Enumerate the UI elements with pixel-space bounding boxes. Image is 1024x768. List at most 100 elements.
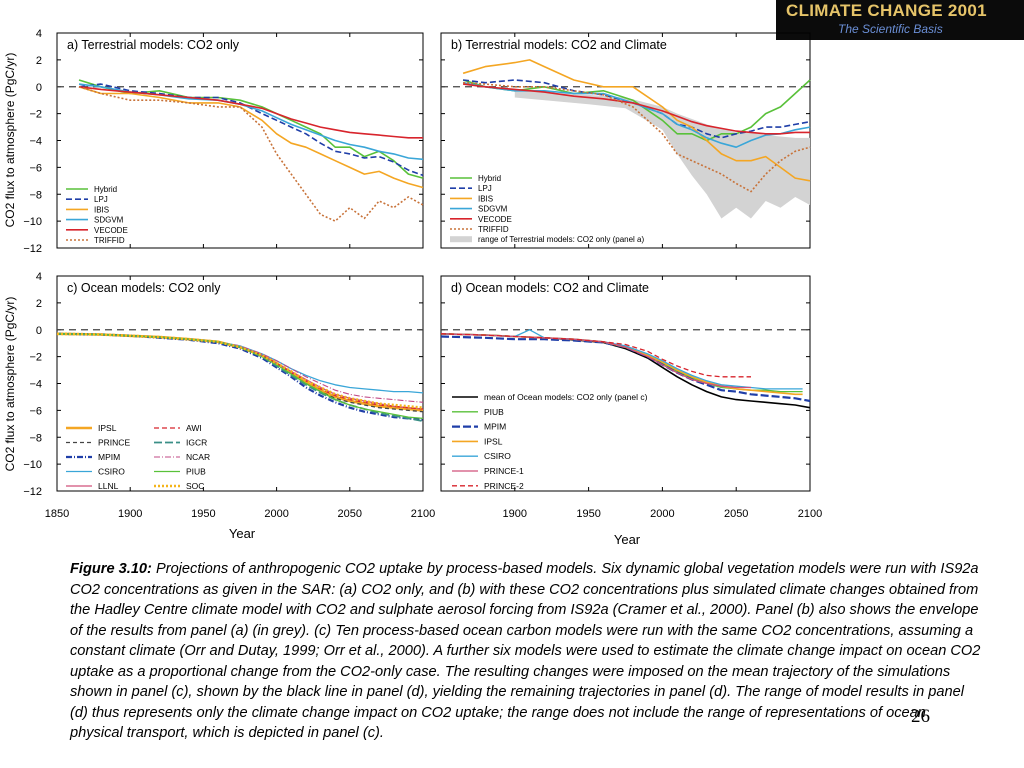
x-tick-label: 1900 (503, 508, 527, 520)
legend-label-triffid: TRIFFID (478, 225, 509, 234)
y-tick-label: −6 (29, 162, 42, 174)
x-axis-label-c: Year (229, 526, 256, 541)
caption-label: Figure 3.10: (70, 561, 152, 577)
panel-title: a) Terrestrial models: CO2 only (67, 38, 240, 52)
x-tick-label: 2050 (338, 508, 362, 520)
x-tick-label: 2050 (724, 508, 748, 520)
panel-title: b) Terrestrial models: CO2 and Climate (451, 38, 667, 52)
legend-label-piub: PIUB (186, 467, 206, 477)
series-line-triffid (463, 81, 811, 193)
series-line-lpj (463, 79, 811, 139)
y-tick-label: −8 (29, 432, 42, 444)
caption-text: Projections of anthropogenic CO2 uptake … (70, 561, 981, 741)
series-line-soc (56, 332, 424, 409)
legend-label-ibis: IBIS (478, 194, 493, 203)
x-tick-label: 1900 (118, 508, 142, 520)
legend-label-sdgvm: SDGVM (478, 205, 508, 214)
legend-label-ncar: NCAR (186, 452, 210, 462)
legend-label-awi: AWI (186, 423, 202, 433)
y-tick-label: 2 (36, 298, 42, 310)
y-tick-label: 0 (36, 82, 42, 94)
panel-title: d) Ocean models: CO2 and Climate (451, 281, 649, 295)
legend-label-vecode: VECODE (94, 226, 128, 235)
y-tick-label: −10 (23, 459, 42, 471)
series-line-sdgvm (78, 83, 424, 161)
series-line-ipsl (440, 333, 803, 396)
y-tick-label: 4 (36, 28, 42, 40)
y-tick-label: 2 (36, 55, 42, 67)
series-line-ncar (56, 333, 424, 403)
x-tick-label: 2100 (411, 508, 435, 520)
series-line-prince-2 (440, 333, 751, 378)
y-tick-label: −4 (29, 136, 42, 148)
legend-swatch-range-band (450, 236, 472, 243)
y-tick-label: −12 (23, 486, 42, 498)
series-line-ibis (78, 86, 424, 189)
legend-label-piub: PIUB (484, 407, 504, 417)
x-tick-label: 1950 (576, 508, 600, 520)
legend-label-mpim: MPIM (98, 452, 120, 462)
logo-subtitle: The Scientific Basis (838, 22, 943, 36)
x-axis-label-d: Year (614, 532, 641, 547)
series-line-vecode (463, 83, 810, 135)
y-tick-label: −2 (29, 109, 42, 121)
panel-b-terrestrial-co2-climate: b) Terrestrial models: CO2 and Climate Hy… (440, 32, 811, 249)
x-tick-label: 1950 (191, 508, 215, 520)
y-tick-label: −4 (29, 379, 42, 391)
y-tick-label: −8 (29, 189, 42, 201)
figure-3-10: 4 2 0 −2 −4 −6 −8 −10 −12 a) Terrestrial models: … (3, 28, 822, 547)
figure-caption: Figure 3.10: Projections of anthropogeni… (70, 559, 982, 744)
series-line-vecode (78, 86, 423, 139)
legend-label-prince: PRINCE (98, 438, 130, 448)
y-axis-label-bottom: CO2 flux to atmosphere (PgC/yr) (3, 297, 17, 472)
legend-label-mean-of-ocean-models-co2-only-panel-c: mean of Ocean models: CO2 only (panel c) (484, 392, 648, 402)
legend-label-vecode: VECODE (478, 215, 512, 224)
series-line-piub (56, 333, 424, 420)
series-line-csiro (56, 333, 424, 394)
legend-label-triffid: TRIFFID (94, 236, 125, 245)
series-line-piub (440, 333, 803, 393)
legend-label-ipsl: IPSL (98, 423, 117, 433)
panel-title: c) Ocean models: CO2 only (67, 281, 221, 295)
panel-d-ocean-co2-climate: 1900 1950 2000 2050 2100 d) Ocean models: CO2… (440, 275, 822, 520)
series-line-triffid (78, 86, 424, 222)
x-tick-label: 2100 (798, 508, 822, 520)
legend-label-hybrid: Hybrid (94, 185, 117, 194)
x-tick-label: 2000 (264, 508, 288, 520)
series-line-sdgvm (462, 81, 811, 148)
series-line-hybrid (78, 79, 424, 179)
y-tick-label: −2 (29, 352, 42, 364)
range-band-panel-a (514, 90, 810, 219)
legend-label-range-band: range of Terrestrial models: CO2 only (p… (478, 235, 644, 244)
climate-change-logo: CLIMATE CHANGE 2001 The Scientific Basis (776, 0, 1024, 40)
y-tick-label: −12 (23, 243, 42, 255)
legend-label-igcr: IGCR (186, 438, 207, 448)
legend-label-sdgvm: SDGVM (94, 216, 124, 225)
panel-a-terrestrial-co2-only: 4 2 0 −2 −4 −6 −8 −10 −12 a) Terrestrial models: … (23, 28, 424, 255)
y-tick-label: −6 (29, 405, 42, 417)
series-line-csiro (440, 329, 803, 390)
legend-label-prince-2: PRINCE-2 (484, 481, 524, 491)
logo-title: CLIMATE CHANGE 2001 (786, 1, 987, 20)
page-number: 26 (911, 706, 930, 727)
legend-label-mpim: MPIM (484, 422, 506, 432)
legend-label-ipsl: IPSL (484, 436, 503, 446)
legend-label-hybrid: Hybrid (478, 174, 501, 183)
legend-label-csiro: CSIRO (484, 451, 511, 461)
legend-label-llnl: LLNL (98, 481, 119, 491)
series-line-ibis (462, 59, 811, 182)
y-tick-label: 0 (36, 325, 42, 337)
y-axis-label-top: CO2 flux to atmosphere (PgC/yr) (3, 53, 17, 228)
y-tick-label: 4 (36, 271, 42, 283)
series-line-lpj (78, 83, 424, 177)
y-tick-label: −10 (23, 216, 42, 228)
legend-label-lpj: LPJ (478, 184, 492, 193)
legend-label-csiro: CSIRO (98, 467, 125, 477)
x-tick-label: 2000 (650, 508, 674, 520)
legend-label-ibis: IBIS (94, 205, 109, 214)
x-tick-label: 1850 (45, 508, 69, 520)
legend-label-soc: SOC (186, 481, 204, 491)
legend-label-prince-1: PRINCE-1 (484, 466, 524, 476)
legend-label-lpj: LPJ (94, 195, 108, 204)
